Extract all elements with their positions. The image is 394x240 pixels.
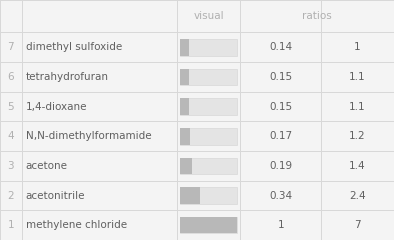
Text: 1.1: 1.1 — [349, 102, 366, 112]
Bar — [180, 128, 237, 144]
Text: tetrahydrofuran: tetrahydrofuran — [26, 72, 109, 82]
Text: 0.14: 0.14 — [269, 42, 292, 52]
Bar — [180, 187, 237, 204]
Text: 5: 5 — [7, 102, 14, 112]
Text: ratios: ratios — [302, 11, 332, 21]
Text: 1: 1 — [7, 220, 14, 230]
Text: methylene chloride: methylene chloride — [26, 220, 127, 230]
Text: acetone: acetone — [26, 161, 68, 171]
Bar — [180, 217, 237, 234]
Text: N,N-dimethylformamide: N,N-dimethylformamide — [26, 131, 151, 141]
Text: 0.15: 0.15 — [269, 72, 292, 82]
Text: 2: 2 — [7, 191, 14, 200]
Text: 1: 1 — [277, 220, 284, 230]
Text: 1,4-dioxane: 1,4-dioxane — [26, 102, 87, 112]
Bar — [180, 39, 189, 55]
Text: 2.4: 2.4 — [349, 191, 366, 200]
Text: 0.17: 0.17 — [269, 131, 292, 141]
Text: 3: 3 — [7, 161, 14, 171]
Text: 0.34: 0.34 — [269, 191, 292, 200]
Bar — [180, 69, 237, 85]
Bar — [180, 187, 200, 204]
Bar — [180, 98, 190, 115]
Text: 0.19: 0.19 — [269, 161, 292, 171]
Bar — [180, 128, 190, 144]
Text: 6: 6 — [7, 72, 14, 82]
Text: visual: visual — [193, 11, 224, 21]
Text: dimethyl sulfoxide: dimethyl sulfoxide — [26, 42, 122, 52]
Text: 1: 1 — [354, 42, 361, 52]
Text: 0.15: 0.15 — [269, 102, 292, 112]
Bar — [180, 157, 237, 174]
Text: 7: 7 — [354, 220, 361, 230]
Text: 1.4: 1.4 — [349, 161, 366, 171]
Bar — [180, 217, 237, 234]
Text: 7: 7 — [7, 42, 14, 52]
Bar — [180, 39, 237, 55]
Bar — [180, 69, 190, 85]
Text: 1.2: 1.2 — [349, 131, 366, 141]
Text: 1.1: 1.1 — [349, 72, 366, 82]
Text: acetonitrile: acetonitrile — [26, 191, 85, 200]
Text: 4: 4 — [7, 131, 14, 141]
Bar — [180, 157, 192, 174]
Bar — [180, 98, 237, 115]
